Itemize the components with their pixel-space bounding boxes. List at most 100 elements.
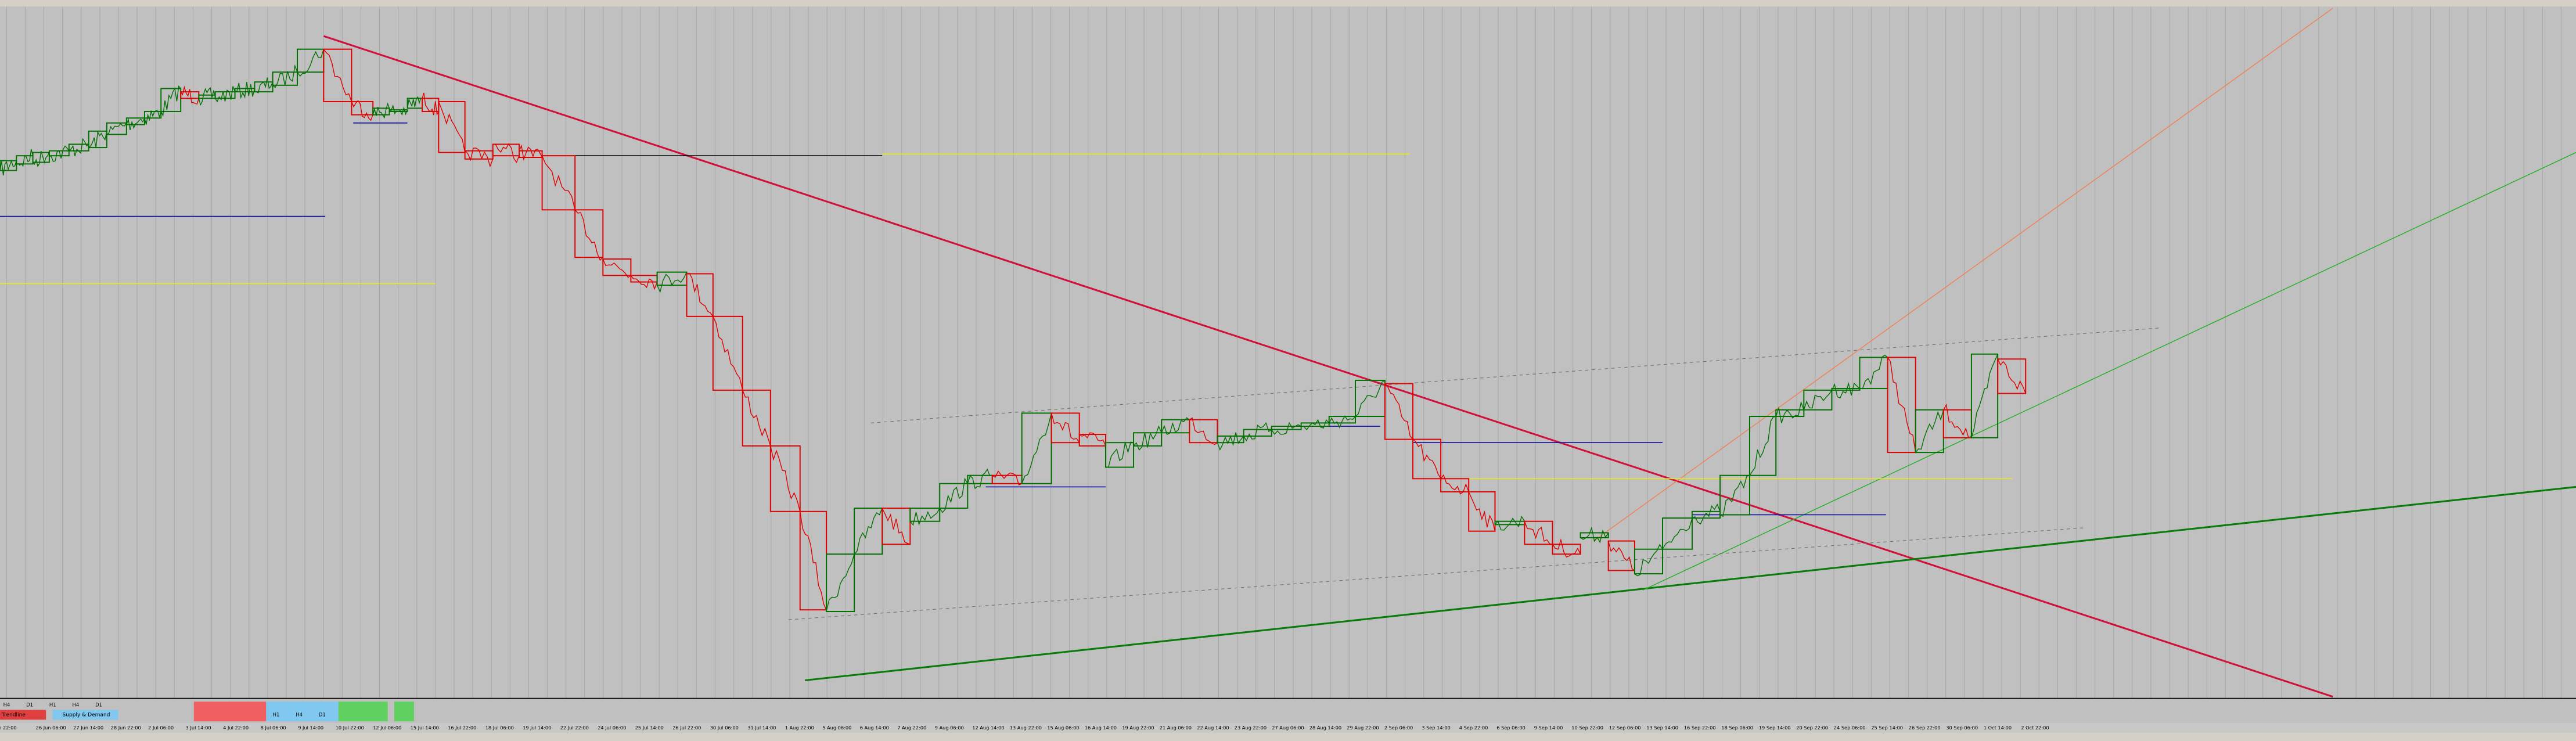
time-label: 30 Sep 06:00 xyxy=(1946,725,1978,731)
time-label: 12 Aug 14:00 xyxy=(972,725,1004,731)
price-line xyxy=(1943,403,1971,438)
price-line xyxy=(422,92,439,116)
price-line xyxy=(713,316,743,391)
price-line xyxy=(1301,419,1330,431)
time-label: 10 Jul 22:00 xyxy=(336,725,364,731)
time-label: 1 Aug 22:00 xyxy=(785,725,814,731)
daily-candle xyxy=(1271,425,1302,430)
price-line xyxy=(1634,544,1663,577)
timeframe-button[interactable]: H4 xyxy=(296,711,303,717)
supply-demand-button[interactable] xyxy=(52,710,118,720)
timeframe-button[interactable]: H4 xyxy=(3,702,10,707)
price-line xyxy=(992,470,1022,486)
price-line xyxy=(939,477,968,513)
time-label: 4 Sep 22:00 xyxy=(1459,725,1488,731)
daily-candle xyxy=(1970,353,1999,438)
price-line xyxy=(33,151,50,168)
time-label: 22 Jul 22:00 xyxy=(560,725,589,731)
price-line xyxy=(351,100,373,121)
tabs xyxy=(0,732,2576,741)
price-line xyxy=(438,101,466,153)
timeframe-button[interactable]: H1 xyxy=(49,702,56,707)
daily-candle xyxy=(438,101,466,153)
timeframe-button[interactable]: H4 xyxy=(72,702,79,707)
price-line xyxy=(492,143,520,163)
price-line xyxy=(1271,422,1301,435)
price-line xyxy=(909,508,940,526)
time-label: 21 Aug 06:00 xyxy=(1160,725,1192,731)
time-label: 13 Aug 22:00 xyxy=(1010,725,1042,731)
price-line xyxy=(106,123,127,135)
daily-candle xyxy=(541,155,576,211)
time-label: 28 Aug 14:00 xyxy=(1309,725,1341,731)
price-line xyxy=(465,148,494,168)
daily-candle xyxy=(1468,491,1496,532)
price-line xyxy=(198,87,216,106)
daily-candle xyxy=(1775,409,1805,418)
time-label: 9 Aug 06:00 xyxy=(935,725,964,731)
price-line xyxy=(144,109,161,125)
timeframe-button[interactable]: H1 xyxy=(273,711,280,717)
daily-candle xyxy=(882,508,911,545)
price-line xyxy=(630,275,658,290)
price-line xyxy=(882,508,911,545)
time-label: 3 Jul 14:00 xyxy=(186,725,211,731)
drawn-line xyxy=(870,328,2161,423)
time-label: 26 Jul 22:00 xyxy=(672,725,701,731)
time-label: 31 Jul 14:00 xyxy=(747,725,776,731)
time-label: 5 Aug 06:00 xyxy=(822,725,851,731)
trendline-button[interactable] xyxy=(0,710,46,720)
daily-candle xyxy=(602,258,632,276)
drawn-line xyxy=(1642,152,2576,591)
price-line xyxy=(800,511,827,610)
timeframe-button[interactable]: D1 xyxy=(319,711,326,717)
price-line xyxy=(88,130,107,148)
daily-candle xyxy=(143,110,162,119)
drawn-line xyxy=(323,35,2333,698)
price-line xyxy=(323,49,352,102)
daily-candle xyxy=(1580,532,1609,538)
time-label: 25 Jul 14:00 xyxy=(635,725,664,731)
daily-candle xyxy=(1719,474,1750,516)
price-line xyxy=(1775,401,1804,423)
time-label: 27 Jun 14:00 xyxy=(73,725,103,731)
time-label: 1 Oct 14:00 xyxy=(1984,725,2012,731)
price-line xyxy=(770,445,801,512)
timeframe-button[interactable]: D1 xyxy=(95,702,102,707)
price-line xyxy=(126,117,145,131)
price-line xyxy=(1749,416,1776,476)
daily-candle xyxy=(1021,412,1052,484)
time-label: 19 Aug 22:00 xyxy=(1122,725,1154,731)
time-label: 18 Sep 06:00 xyxy=(1721,725,1753,731)
time-label: 2 Sep 06:00 xyxy=(1384,725,1413,731)
price-line xyxy=(1021,413,1052,484)
time-label: 7 Aug 22:00 xyxy=(897,725,926,731)
timeframe-button[interactable]: D1 xyxy=(26,702,33,707)
daily-candle xyxy=(518,150,543,158)
drawn-line xyxy=(1593,8,2333,542)
price-line xyxy=(1719,474,1750,517)
daily-candle xyxy=(1748,416,1777,476)
time-label: 26 Jun 06:00 xyxy=(36,725,66,731)
time-label: 13 Sep 14:00 xyxy=(1646,725,1678,731)
daily-candle xyxy=(1440,478,1470,492)
price-line xyxy=(69,138,89,156)
time-label: 27 Aug 06:00 xyxy=(1272,725,1304,731)
time-label: 30 Jul 06:00 xyxy=(710,725,739,731)
daily-candle xyxy=(1050,412,1080,444)
daily-candle xyxy=(1524,520,1553,545)
price-line xyxy=(602,258,631,278)
price-line xyxy=(1997,358,2026,394)
price-line xyxy=(1580,526,1609,544)
time-axis xyxy=(0,722,2576,733)
daily-candle xyxy=(769,445,801,512)
price-line xyxy=(0,159,17,176)
price-line xyxy=(519,144,543,161)
time-labels: n 22:00 26 Jun 06:00 27 Jun 14:00 28 Jun 22… xyxy=(0,725,2049,731)
price-line xyxy=(1384,383,1413,440)
time-label: 2 Oct 22:00 xyxy=(2021,725,2049,731)
price-line xyxy=(1524,521,1553,545)
drawings xyxy=(0,8,2576,698)
stats-box xyxy=(266,702,339,722)
time-label: 9 Sep 14:00 xyxy=(1534,725,1563,731)
